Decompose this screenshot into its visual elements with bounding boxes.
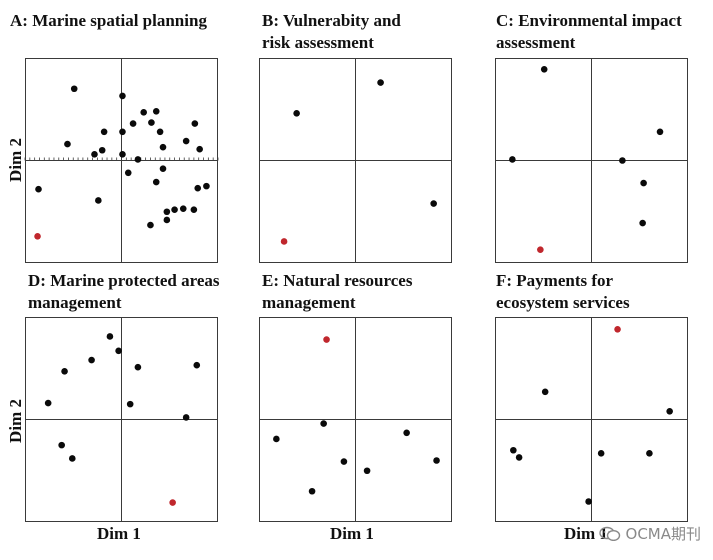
panel-title: E: Natural resources management — [262, 271, 413, 312]
data-point — [115, 347, 122, 355]
data-point — [44, 399, 52, 407]
data-point — [119, 151, 126, 158]
data-point — [403, 429, 410, 437]
data-point — [179, 205, 187, 212]
scatter-plot-b — [259, 58, 452, 263]
data-point — [293, 110, 300, 117]
data-point — [203, 182, 210, 190]
data-point — [35, 185, 42, 193]
data-point — [540, 65, 548, 73]
data-point — [61, 368, 68, 375]
data-point — [191, 120, 199, 127]
data-point — [340, 458, 348, 465]
y-axis-label: Dim 2 — [5, 399, 25, 443]
data-point — [171, 206, 178, 213]
data-point — [159, 165, 167, 172]
data-point — [320, 420, 327, 427]
data-point — [148, 119, 155, 126]
highlight-point — [169, 499, 176, 506]
data-point — [430, 200, 437, 207]
data-point — [433, 457, 440, 464]
highlight-point — [280, 238, 288, 245]
data-point — [646, 450, 653, 457]
data-point — [515, 454, 523, 461]
data-point — [95, 197, 102, 204]
data-point — [193, 361, 201, 369]
scatter-plot-f — [495, 317, 688, 522]
y-axis-label: Dim 2 — [5, 138, 25, 182]
data-point — [159, 143, 167, 151]
data-point — [126, 400, 134, 408]
data-point — [68, 455, 76, 462]
data-point — [140, 109, 147, 116]
data-point — [134, 156, 142, 163]
data-point — [64, 140, 71, 148]
data-point — [597, 450, 605, 457]
data-point — [70, 85, 78, 93]
data-point — [156, 128, 164, 136]
data-point — [585, 498, 592, 505]
data-point — [639, 219, 646, 227]
panel-title: B: Vulnerabity and risk assessment — [262, 11, 401, 52]
scatter-plot-a — [24, 58, 219, 263]
data-point — [273, 435, 280, 443]
data-point — [58, 441, 65, 449]
data-point — [363, 467, 371, 475]
data-point — [541, 388, 549, 396]
data-point — [640, 179, 647, 187]
highlight-point — [614, 326, 621, 333]
highlight-point — [323, 336, 330, 343]
x-axis-label: Dim 1 — [564, 524, 608, 543]
data-point — [666, 408, 673, 415]
data-point — [91, 151, 98, 158]
wechat-icon — [598, 526, 620, 541]
data-point — [509, 156, 516, 163]
data-point — [134, 363, 142, 371]
data-point — [182, 414, 190, 421]
panel-title: A: Marine spatial planning — [10, 11, 207, 30]
data-point — [308, 487, 316, 495]
data-point — [182, 137, 190, 145]
data-point — [190, 206, 198, 213]
x-axis-label: Dim 1 — [330, 524, 374, 543]
watermark: OCMA期刊 — [598, 523, 701, 544]
panel-title: D: Marine protected areas management — [28, 271, 220, 312]
scatter-plot-d — [25, 317, 218, 522]
watermark-text: OCMA期刊 — [625, 525, 701, 543]
data-point — [194, 184, 202, 192]
panel-title: C: Environmental impact assessment — [496, 11, 682, 52]
data-point — [98, 146, 106, 154]
data-point — [147, 221, 154, 229]
data-point — [119, 128, 126, 136]
data-point — [106, 333, 114, 340]
data-point — [619, 157, 626, 164]
data-point — [119, 92, 126, 100]
highlight-point — [34, 233, 41, 240]
data-point — [163, 216, 171, 224]
data-point — [377, 79, 384, 86]
scatter-plot-e — [259, 317, 452, 522]
data-point — [510, 446, 517, 454]
data-point — [124, 169, 132, 177]
data-point — [152, 108, 160, 115]
panel-title: F: Payments for ecosystem services — [496, 271, 630, 312]
data-point — [656, 128, 664, 136]
data-point — [88, 356, 95, 364]
data-point — [129, 120, 137, 127]
scatter-plot-c — [495, 58, 688, 263]
data-point — [196, 145, 203, 153]
highlight-point — [537, 246, 544, 253]
data-point — [100, 128, 108, 136]
data-point — [163, 208, 171, 216]
data-point — [152, 178, 160, 186]
x-axis-label: Dim 1 — [97, 524, 141, 543]
